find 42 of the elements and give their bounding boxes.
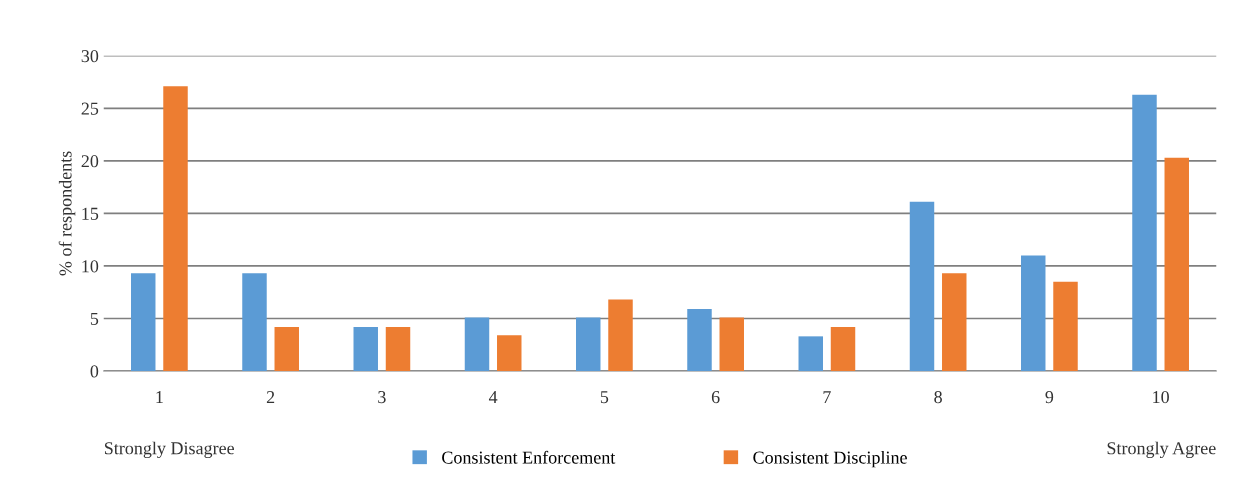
bar [464,317,490,372]
bar [1132,94,1157,372]
x-tick-label: 8 [934,390,942,404]
y-tick-label: 5 [90,312,99,325]
y-tick-label: 25 [81,102,99,115]
x-tick-label: 2 [266,391,275,403]
bar [830,326,856,372]
text: Strongly Agree [1107,441,1216,459]
bar [798,336,823,372]
x-tick-label: 5 [600,391,609,404]
bar [909,201,935,372]
y-tick-label: 0 [90,365,99,378]
bar [353,326,378,372]
x-tick-label: 6 [711,391,720,404]
x-tick-label: 4 [488,391,498,403]
bar [942,273,967,372]
legend-label: Consistent Discipline [753,450,907,468]
y-tick-label: 30 [81,50,99,63]
text: Strongly Disagree [104,441,234,459]
bar [576,317,601,372]
bar [242,273,267,372]
bar [163,86,188,372]
x-tick-label: 9 [1045,391,1054,404]
bar [385,326,411,372]
x-tick-label: 7 [823,391,831,403]
x-tick-label: 10 [1153,390,1169,404]
y-tick-label: 10 [82,260,99,273]
y-tick-label: 20 [81,155,99,168]
y-axis-title: % of respondents [58,151,76,276]
bar [608,299,633,372]
bar [131,273,156,372]
y-tick-label: 15 [82,207,99,220]
bar [1053,281,1078,372]
bar [719,317,744,372]
bar [274,326,299,372]
bar [1164,157,1189,372]
x-tick-label: 3 [378,391,386,404]
bar [687,309,712,372]
bar [497,335,522,372]
bar [1021,255,1046,372]
legend-label: Consistent Enforcement [442,450,616,464]
x-tick-label: 1 [156,391,163,403]
